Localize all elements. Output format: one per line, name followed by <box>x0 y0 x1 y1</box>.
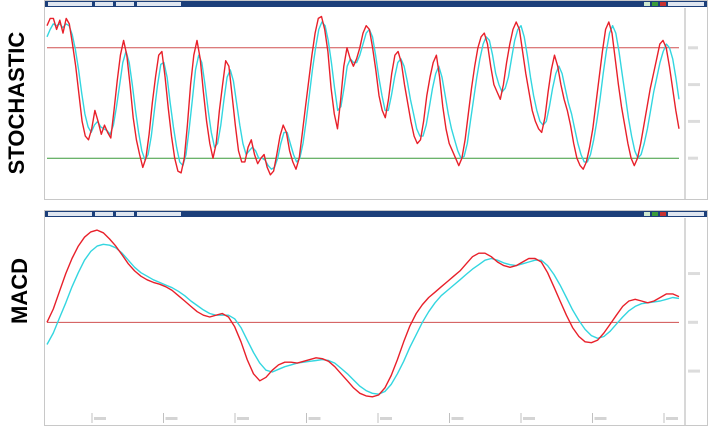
date-tick-label <box>380 417 392 420</box>
stochastic-type-field[interactable] <box>116 2 134 6</box>
date-tick-label <box>594 417 607 420</box>
macd-plot <box>46 218 700 425</box>
macd-icon-b[interactable] <box>652 212 658 216</box>
stochastic-right-field[interactable] <box>668 2 704 6</box>
date-tick-label <box>165 417 178 420</box>
date-tick-label <box>451 417 464 420</box>
macd-panel <box>44 210 708 426</box>
stochastic-label: STOCHASTIC <box>4 31 29 175</box>
stochastic-settings-field[interactable] <box>137 2 181 6</box>
macd-right-field[interactable] <box>668 212 704 216</box>
macd-titlebar <box>45 211 707 217</box>
stochastic-main-line <box>46 15 680 176</box>
level-tick-label <box>688 156 698 160</box>
stochastic-icon-c[interactable] <box>660 2 666 6</box>
macd-type-field[interactable] <box>116 212 134 216</box>
stochastic-symbol-field[interactable] <box>48 2 92 6</box>
date-tick-label <box>308 417 321 420</box>
level-tick-label <box>688 46 698 50</box>
macd-icon-a[interactable] <box>644 212 650 216</box>
macd-symbol-field[interactable] <box>48 212 92 216</box>
axis-tick-label <box>688 369 700 373</box>
macd-icon-c[interactable] <box>660 212 666 216</box>
axis-tick-label <box>688 272 700 276</box>
level-tick-label <box>688 320 698 324</box>
date-tick-label <box>523 417 535 420</box>
stochastic-signal-line <box>46 21 680 170</box>
macd-signal-line <box>46 243 680 395</box>
macd-settings-field[interactable] <box>137 212 181 216</box>
stochastic-icon-a[interactable] <box>644 2 650 6</box>
macd-main-line <box>46 229 680 398</box>
axis-tick-label <box>688 119 700 123</box>
stochastic-period-field[interactable] <box>95 2 113 6</box>
date-tick-label <box>666 417 678 420</box>
macd-period-field[interactable] <box>95 212 113 216</box>
stochastic-panel <box>44 0 708 200</box>
axis-tick-label <box>688 83 700 87</box>
date-tick-label <box>237 417 249 420</box>
macd-label: MACD <box>7 258 32 324</box>
stochastic-titlebar <box>45 1 707 7</box>
stochastic-icon-b[interactable] <box>652 2 658 6</box>
date-tick-label <box>94 417 106 420</box>
stochastic-plot <box>46 8 700 199</box>
